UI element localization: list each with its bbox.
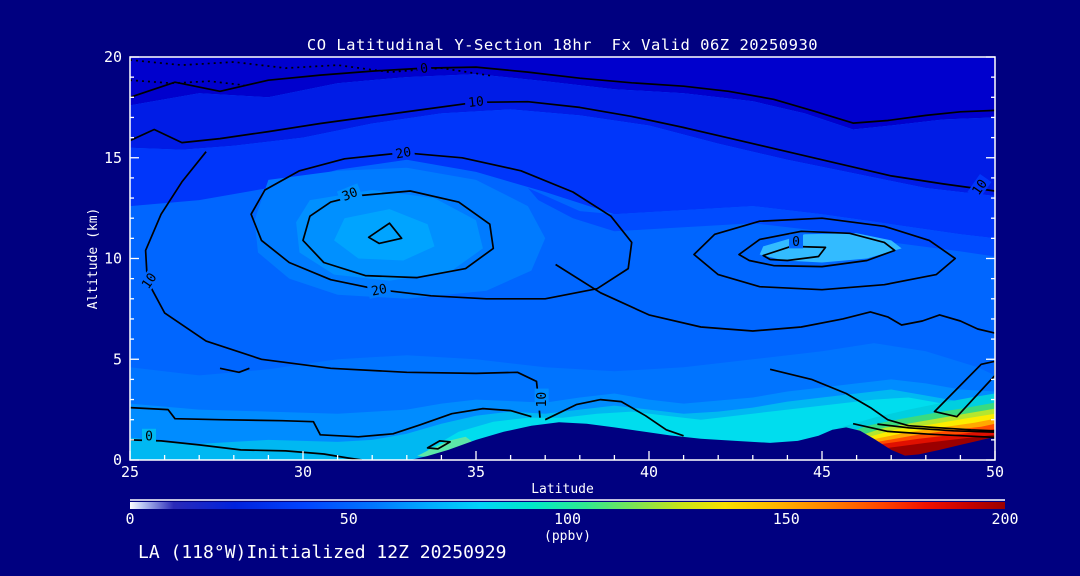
- x-axis-title: Latitude: [531, 482, 594, 497]
- contour-label-group: 20: [366, 280, 392, 300]
- contour-label-bg: [142, 428, 156, 443]
- contour-line-10: [769, 368, 995, 432]
- colorbar-tick-label: 100: [554, 510, 581, 528]
- contour-line-10: [130, 100, 995, 192]
- fill-region-upper-band-2: [130, 74, 995, 196]
- contour-label-bg: [789, 234, 803, 249]
- contour-label: 0: [792, 235, 800, 250]
- contour-line: [738, 230, 896, 268]
- contour-label-group: 10: [534, 388, 550, 411]
- x-axis-tick-label: 45: [813, 463, 831, 481]
- contour-line: [219, 367, 250, 374]
- contour-label-group: 10: [967, 173, 992, 201]
- fill-region-stratosphere-darkest: [130, 57, 995, 130]
- colorbar-tick-label: 50: [340, 510, 358, 528]
- contour-label: 10: [970, 177, 991, 198]
- x-axis-tick-label: 25: [121, 463, 139, 481]
- contour-line-dotted: [130, 79, 245, 87]
- contour-label-group: 10: [464, 93, 488, 111]
- contour-line: [693, 217, 957, 291]
- contour-label-bg: [534, 388, 549, 411]
- fill-region-left-center-core: [334, 209, 435, 261]
- contour-label-group: 10: [136, 267, 162, 294]
- fill-region-upper-band-3: [130, 109, 995, 239]
- field-group: 0 10 10 20 20 30 10 10 0 0: [130, 57, 995, 460]
- contour-line-10: [130, 406, 532, 438]
- y-axis-tick-label: 20: [104, 48, 122, 66]
- y-axis-tick-label: 10: [104, 250, 122, 268]
- colorbar-gradient: [130, 502, 1005, 509]
- contour-label: 0: [145, 429, 153, 444]
- contour-label-group: 20: [391, 143, 416, 162]
- contour-label-bg: [416, 60, 433, 77]
- y-axis-tick-label: 0: [113, 451, 122, 469]
- contour-label-bg: [136, 267, 162, 294]
- colorbar-tick-label: 200: [991, 510, 1018, 528]
- contour-label-group: 30: [336, 183, 363, 205]
- contour-line-20: [250, 151, 633, 300]
- contour-line-0: [130, 439, 362, 460]
- contour-label: 10: [535, 392, 550, 408]
- contour-label-group: 0: [142, 428, 156, 444]
- x-axis-tick-label: 50: [986, 463, 1004, 481]
- contour-line-10: [852, 422, 995, 439]
- contour-line: [933, 360, 995, 418]
- terrain-silhouette: [410, 422, 995, 460]
- y-axis-title: Altitude (km): [86, 208, 101, 310]
- x-axis-tick-label: 35: [467, 463, 485, 481]
- run-info-text: LA (118°W)Initialized 12Z 20250929: [138, 542, 507, 563]
- x-axis-tick-label: 30: [294, 463, 312, 481]
- x-axis-tick-label: 40: [640, 463, 658, 481]
- contour-label: 0: [419, 61, 429, 77]
- contour-label-bg: [391, 143, 416, 162]
- fill-region-surface-green-spot: [417, 436, 473, 458]
- contour-line-10: [144, 151, 541, 418]
- contour-line-dotted: [130, 59, 494, 77]
- contour-line-0: [130, 66, 995, 124]
- contour-line-10: [555, 263, 995, 334]
- chart-title: CO Latitudinal Y-Section 18hr Fx Valid 0…: [306, 36, 819, 54]
- contour-label-bg: [967, 173, 992, 201]
- contour-label-group: 0: [789, 234, 803, 250]
- y-axis-tick-label: 5: [113, 350, 122, 368]
- contour-label: 20: [370, 282, 388, 300]
- contour-label-bg: [366, 280, 392, 299]
- contour-label-group: 0: [416, 60, 433, 77]
- contour-label: 30: [340, 185, 360, 205]
- contour-line: [426, 440, 451, 450]
- contour-line-10: [544, 398, 684, 437]
- contour-label-bg: [336, 183, 363, 205]
- colorbar-tick-label: 150: [773, 510, 800, 528]
- colorbar-tick-label: 0: [125, 510, 134, 528]
- y-axis-tick-label: 15: [104, 149, 122, 167]
- contour-line: [367, 222, 403, 245]
- contour-label: 20: [394, 145, 412, 162]
- contour-line-30: [302, 190, 495, 279]
- contour-label-bg: [464, 93, 488, 110]
- contour-label: 10: [468, 94, 485, 111]
- contour-label: 10: [139, 271, 160, 292]
- colorbar-units-label: (ppbv): [544, 529, 591, 544]
